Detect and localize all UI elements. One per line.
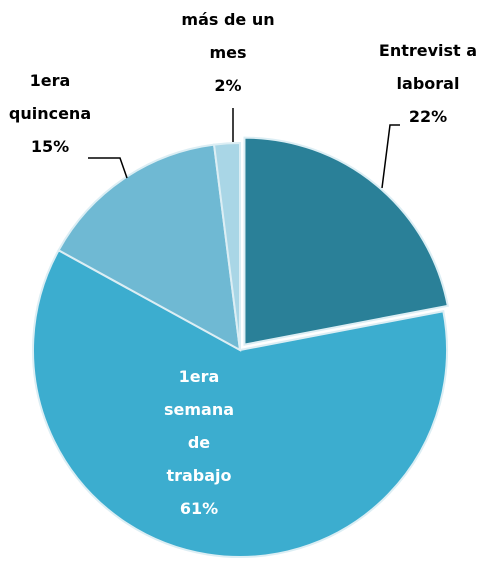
pie-slice bbox=[243, 136, 449, 346]
value-label: 15% bbox=[30, 137, 70, 156]
data-label: 1era quincena 15% bbox=[0, 64, 100, 163]
pie-slice bbox=[57, 143, 242, 352]
leader-line bbox=[88, 157, 128, 179]
data-label: más de un mes 2% bbox=[178, 3, 278, 102]
data-label: Entrevist a laboral 22% bbox=[378, 34, 478, 133]
leader-line bbox=[381, 124, 400, 189]
value-label: 61% bbox=[179, 499, 219, 518]
pie-slice bbox=[212, 141, 241, 351]
pie-slice bbox=[32, 248, 448, 558]
data-label: 1era semana de trabajo 61% bbox=[153, 360, 245, 525]
value-label: 2% bbox=[214, 76, 242, 95]
category-label: 1era semana de trabajo bbox=[163, 367, 235, 485]
value-label: 22% bbox=[408, 107, 448, 126]
category-label: 1era quincena bbox=[8, 71, 92, 123]
category-label: más de un mes bbox=[181, 10, 275, 62]
category-label: Entrevist a laboral bbox=[378, 41, 478, 93]
